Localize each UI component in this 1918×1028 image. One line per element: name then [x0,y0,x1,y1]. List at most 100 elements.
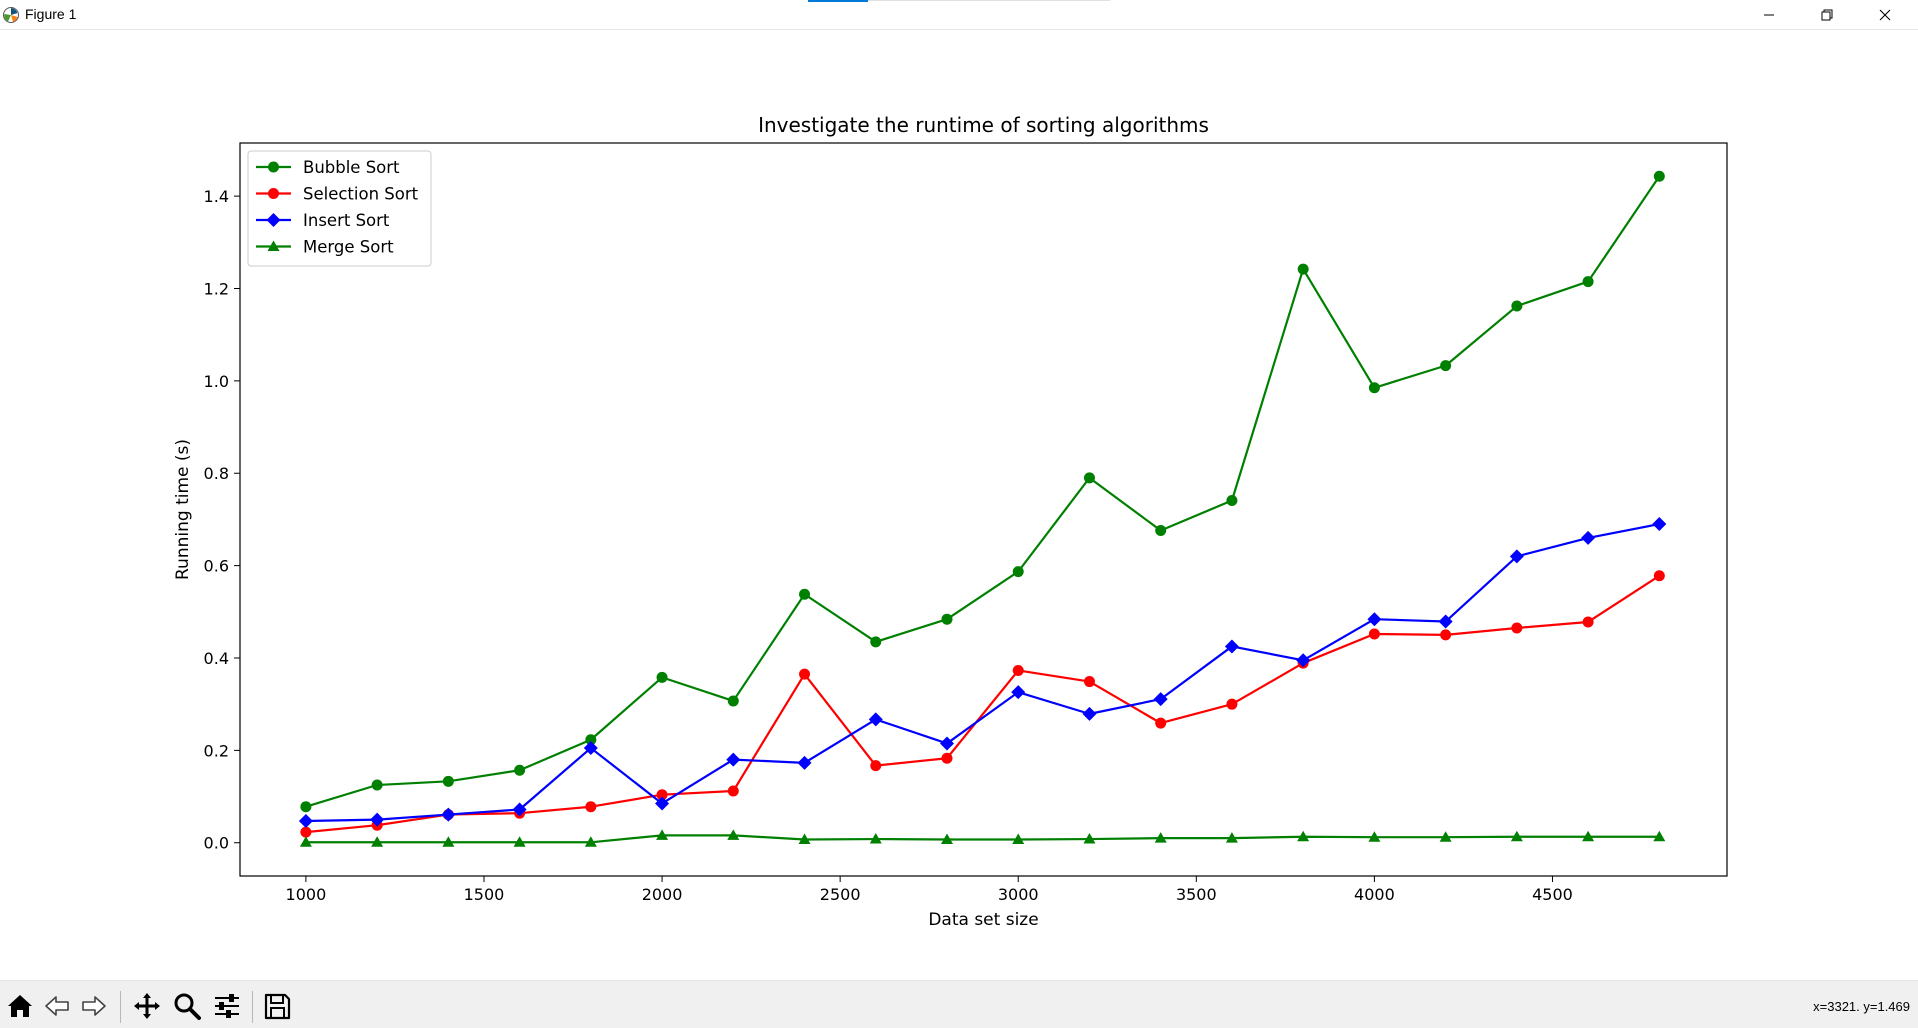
insert-sort-point [1367,612,1382,627]
y-tick-label: 1.0 [204,372,229,391]
selection-sort-point [799,668,811,680]
bubble-sort-line [305,175,1661,808]
selection-sort-point [1083,676,1095,688]
bubble-sort-point [870,636,882,648]
legend-selection-sort-marker [268,188,279,199]
merge-sort-point [1653,830,1666,842]
merge-sort-point [727,829,740,840]
legend-merge-sort-marker [267,240,280,251]
merge-sort-point [1510,830,1523,842]
bubble-sort-point [585,734,597,746]
insert-sort-point [298,814,313,829]
y-tick-label: 1.4 [204,187,229,206]
merge-sort-point [798,833,811,845]
x-tick-label: 1000 [286,885,327,904]
y-tick-label: 0.8 [204,464,229,483]
insert-sort-point [1581,530,1596,545]
selection-sort-point [870,760,882,772]
x-tick-label: 2500 [820,885,861,904]
subplots-icon [215,994,239,1018]
selection-sort-point [1653,570,1665,582]
bubble-sort-point [1226,494,1238,506]
merge-sort-point [1083,833,1096,844]
bubble-sort-point [1155,525,1167,537]
minimize-button[interactable] [1740,0,1798,29]
figure-canvas[interactable]: Investigate the runtime of sorting algor… [0,30,1918,980]
bubble-sort-point [300,801,312,813]
insert-sort-point [370,812,385,827]
x-tick-label: 4500 [1532,885,1573,904]
minimize-icon [1764,14,1774,15]
zoom-icon [174,993,201,1020]
restore-button[interactable] [1798,0,1856,29]
bubble-sort-point [656,671,668,683]
legend-insert-sort-label: Insert Sort [303,211,390,230]
chart-title: Investigate the runtime of sorting algor… [758,113,1209,137]
insert-sort-point [1509,549,1524,564]
insert-sort-point [868,712,883,727]
pan-button[interactable] [130,989,164,1023]
selection-sort-line [305,574,1660,834]
titlebar-accent [808,0,868,2]
forward-arrow-icon [82,996,106,1016]
merge-sort-point [656,829,669,840]
zoom-button[interactable] [170,989,204,1023]
insert-sort-line [305,522,1660,823]
insert-sort-point [1011,685,1026,700]
bubble-sort-point [442,775,454,787]
close-button[interactable] [1856,0,1914,29]
window-title: Figure 1 [25,6,77,22]
insert-sort-point [797,755,812,770]
insert-sort-point [726,752,741,767]
home-button[interactable] [3,989,37,1023]
save-icon [264,993,291,1020]
back-button[interactable] [40,989,74,1023]
restore-icon [1821,9,1833,20]
pan-icon [134,993,160,1019]
bubble-sort-point [514,764,526,776]
selection-sort-point [1226,698,1238,710]
y-tick-label: 0.0 [204,834,229,853]
selection-sort-point [1368,628,1380,640]
x-tick-label: 4000 [1354,885,1395,904]
save-button[interactable] [260,989,294,1023]
forward-button[interactable] [77,989,111,1023]
bubble-sort-point [1297,263,1309,275]
selection-sort-point [1012,664,1024,676]
merge-sort-point [1297,830,1310,842]
selection-sort-point [656,789,668,801]
selection-sort-point [1155,717,1167,729]
merge-sort-point [1582,830,1595,842]
bubble-sort-point [1083,472,1095,484]
x-axis-label: Data set size [928,910,1038,930]
line-chart: Investigate the runtime of sorting algor… [173,113,1728,930]
bubble-sort-point [941,613,953,625]
merge-sort-point [869,833,882,844]
insert-sort-point [1153,692,1168,707]
selection-sort-point [727,785,739,797]
x-tick-label: 1500 [464,885,505,904]
cursor-coordinates: x=3321. y=1.469 [1813,999,1910,1014]
bubble-sort-point [727,695,739,707]
window-titlebar: Figure 1 [0,0,1918,30]
merge-sort-point [1225,832,1238,843]
merge-sort-point [584,836,597,847]
insert-sort-point [655,796,670,811]
subplots-button[interactable] [210,989,244,1023]
bubble-sort-point [1440,360,1452,372]
insert-sort-point [939,736,954,751]
insert-sort-point [1224,639,1239,654]
x-tick-label: 3000 [998,885,1039,904]
close-icon [1879,9,1891,20]
x-tick-label: 2000 [642,885,683,904]
bubble-sort-point [1582,276,1594,288]
merge-sort-point [1439,831,1452,842]
merge-sort-point [371,836,384,847]
insert-sort-point [1082,706,1097,721]
plot-frame [239,142,1728,877]
y-tick-label: 0.2 [204,741,229,760]
bubble-sort-point [1368,382,1380,394]
insert-sort-point [441,807,456,822]
y-axis-label: Running time (s) [173,439,193,580]
insert-sort-point [1438,614,1453,629]
